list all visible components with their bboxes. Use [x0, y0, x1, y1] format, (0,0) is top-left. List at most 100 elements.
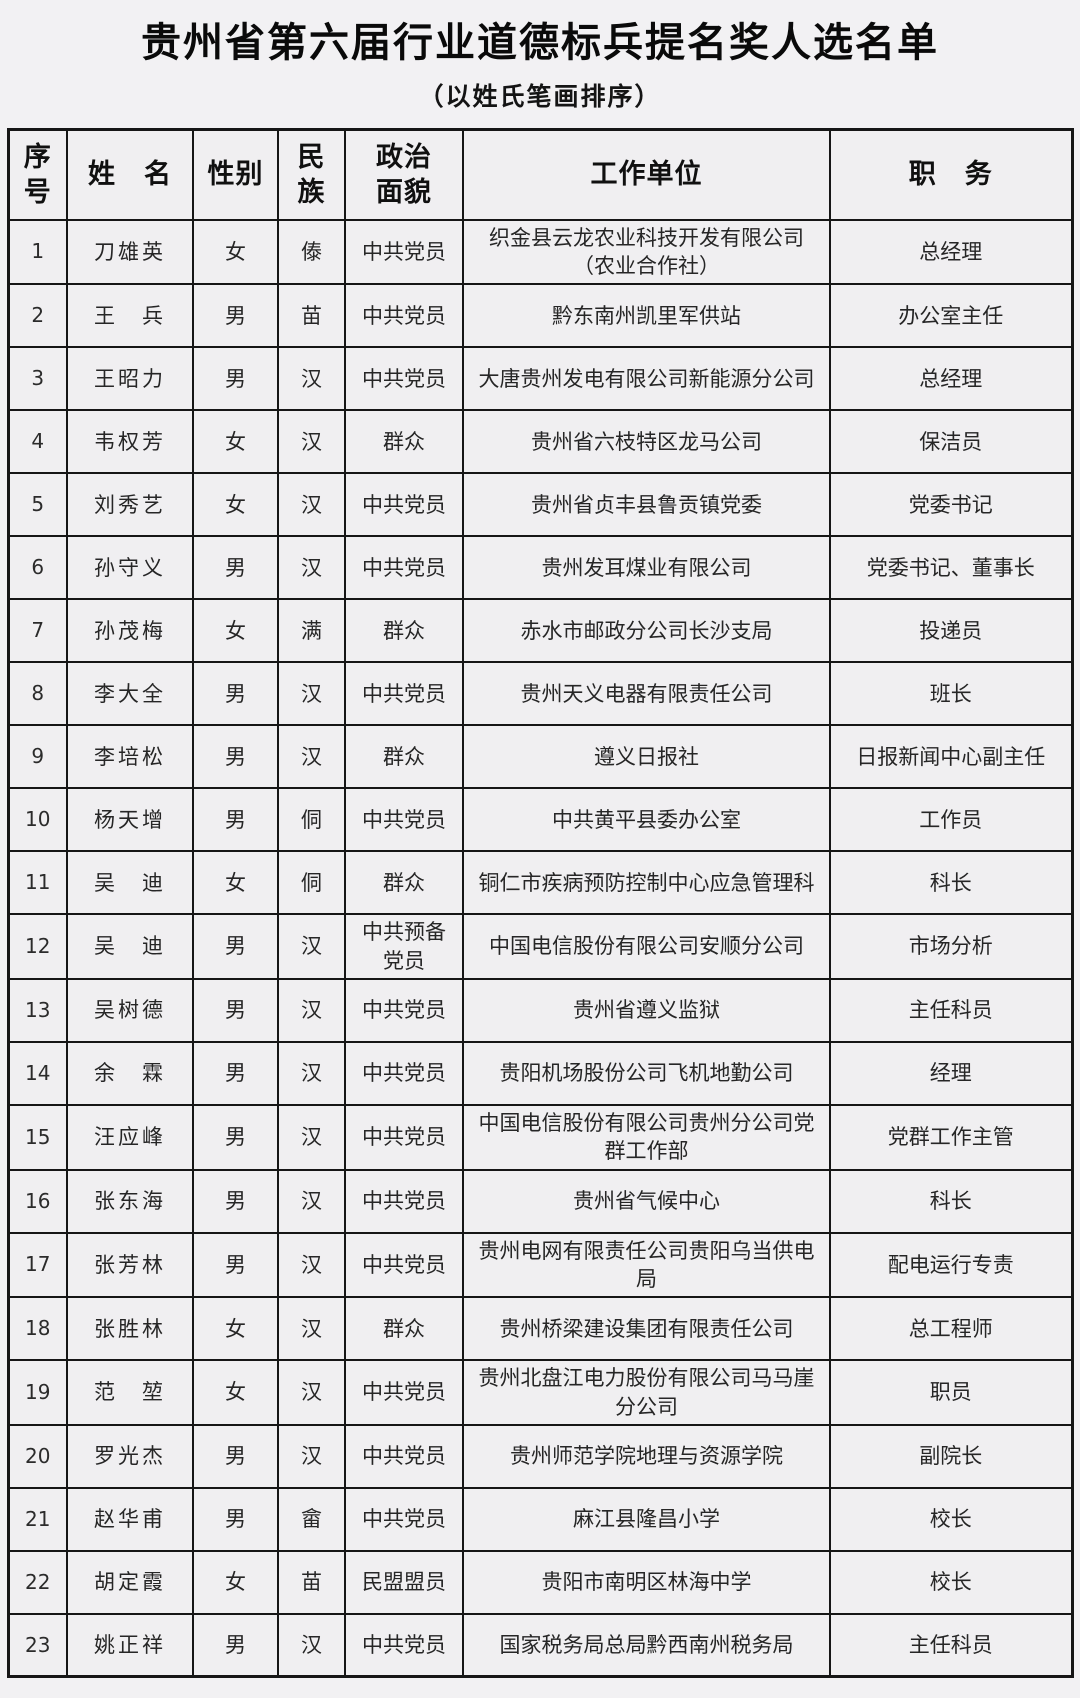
cell-position: 经理 [829, 1040, 1073, 1106]
table-row: 13 吴树德 男 汉 中共党员 贵州省遵义监狱 主任科员 [7, 977, 1073, 1043]
cell-name: 孙守义 [66, 535, 194, 601]
cell-position: 配电运行专责 [829, 1231, 1073, 1299]
table-row: 19 范 堃 女 汉 中共党员 贵州北盘江电力股份有限公司马马崖分公司 职员 [7, 1359, 1073, 1426]
cell-work-unit: 中国电信股份有限公司贵州分公司党群工作部 [462, 1103, 831, 1171]
table-row: 7 孙茂梅 女 满 群众 赤水市邮政分公司长沙支局 投递员 [7, 598, 1073, 664]
table-row: 2 王 兵 男 苗 中共党员 黔东南州凯里军供站 办公室主任 [7, 283, 1073, 349]
cell-work-unit: 贵州天义电器有限责任公司 [462, 661, 831, 727]
cell-serial-number: 13 [7, 977, 68, 1043]
cell-political-status: 群众 [344, 1296, 464, 1362]
cell-name: 范 堃 [66, 1359, 194, 1426]
cell-position: 科长 [829, 850, 1073, 916]
cell-ethnicity: 汉 [277, 913, 346, 980]
cell-position: 副院长 [829, 1423, 1073, 1489]
cell-name: 汪应峰 [66, 1103, 194, 1171]
cell-name: 李大全 [66, 661, 194, 727]
cell-political-status: 中共党员 [344, 1423, 464, 1489]
cell-position: 日报新闻中心副主任 [829, 724, 1073, 790]
cell-serial-number: 9 [7, 724, 68, 790]
cell-gender: 女 [192, 1359, 279, 1426]
cell-political-status: 群众 [344, 409, 464, 475]
table-row: 4 韦权芳 女 汉 群众 贵州省六枝特区龙马公司 保洁员 [7, 409, 1073, 475]
table-row: 6 孙守义 男 汉 中共党员 贵州发耳煤业有限公司 党委书记、董事长 [7, 535, 1073, 601]
cell-serial-number: 7 [7, 598, 68, 664]
cell-gender: 女 [192, 472, 279, 538]
cell-name: 余 霖 [66, 1040, 194, 1106]
cell-serial-number: 10 [7, 787, 68, 853]
cell-serial-number: 15 [7, 1103, 68, 1171]
cell-gender: 男 [192, 1612, 279, 1678]
cell-political-status: 中共党员 [344, 787, 464, 853]
table-row: 15 汪应峰 男 汉 中共党员 中国电信股份有限公司贵州分公司党群工作部 党群工… [7, 1103, 1073, 1171]
cell-name: 李培松 [66, 724, 194, 790]
cell-serial-number: 1 [7, 218, 68, 286]
column-header: 民 族 [277, 128, 346, 221]
cell-serial-number: 19 [7, 1359, 68, 1426]
cell-ethnicity: 侗 [277, 787, 346, 853]
cell-position: 总经理 [829, 346, 1073, 412]
page-subtitle: （以姓氏笔画排序） [418, 82, 662, 111]
cell-political-status: 群众 [344, 850, 464, 916]
cell-ethnicity: 畲 [277, 1486, 346, 1552]
cell-serial-number: 17 [7, 1231, 68, 1299]
cell-political-status: 中共党员 [344, 1359, 464, 1426]
cell-ethnicity: 汉 [277, 1423, 346, 1489]
cell-political-status: 中共预备党员 [344, 913, 464, 980]
cell-work-unit: 赤水市邮政分公司长沙支局 [462, 598, 831, 664]
cell-name: 胡定霞 [66, 1549, 194, 1615]
table-row: 21 赵华甫 男 畲 中共党员 麻江县隆昌小学 校长 [7, 1486, 1073, 1552]
cell-name: 吴 迪 [66, 850, 194, 916]
cell-political-status: 中共党员 [344, 218, 464, 286]
cell-position: 党委书记、董事长 [829, 535, 1073, 601]
cell-serial-number: 6 [7, 535, 68, 601]
cell-gender: 男 [192, 661, 279, 727]
column-header: 职 务 [829, 128, 1073, 221]
cell-ethnicity: 侗 [277, 850, 346, 916]
table-row: 20 罗光杰 男 汉 中共党员 贵州师范学院地理与资源学院 副院长 [7, 1423, 1073, 1489]
cell-position: 投递员 [829, 598, 1073, 664]
cell-political-status: 中共党员 [344, 1486, 464, 1552]
cell-political-status: 中共党员 [344, 346, 464, 412]
cell-ethnicity: 汉 [277, 346, 346, 412]
cell-name: 孙茂梅 [66, 598, 194, 664]
cell-political-status: 中共党员 [344, 535, 464, 601]
cell-gender: 女 [192, 218, 279, 286]
cell-gender: 男 [192, 1168, 279, 1234]
cell-serial-number: 20 [7, 1423, 68, 1489]
cell-political-status: 民盟盟员 [344, 1549, 464, 1615]
cell-political-status: 群众 [344, 598, 464, 664]
cell-ethnicity: 苗 [277, 1549, 346, 1615]
table-row: 1 刀雄英 女 傣 中共党员 织金县云龙农业科技开发有限公司（农业合作社） 总经… [7, 218, 1073, 286]
page-title: 贵州省第六届行业道德标兵提名奖人选名单 [141, 20, 939, 66]
cell-ethnicity: 汉 [277, 977, 346, 1043]
cell-gender: 男 [192, 724, 279, 790]
cell-work-unit: 遵义日报社 [462, 724, 831, 790]
cell-serial-number: 23 [7, 1612, 68, 1678]
table-header-row: 序 号姓 名性别民 族政治 面貌 工作单位职 务 [7, 128, 1073, 221]
table-row: 11 吴 迪 女 侗 群众 铜仁市疾病预防控制中心应急管理科 科长 [7, 850, 1073, 916]
cell-serial-number: 5 [7, 472, 68, 538]
cell-work-unit: 黔东南州凯里军供站 [462, 283, 831, 349]
cell-name: 刀雄英 [66, 218, 194, 286]
cell-work-unit: 中共黄平县委办公室 [462, 787, 831, 853]
table-row: 16 张东海 男 汉 中共党员 贵州省气候中心 科长 [7, 1168, 1073, 1234]
cell-ethnicity: 汉 [277, 472, 346, 538]
cell-gender: 男 [192, 787, 279, 853]
cell-ethnicity: 汉 [277, 1103, 346, 1171]
cell-ethnicity: 苗 [277, 283, 346, 349]
table-row: 22 胡定霞 女 苗 民盟盟员 贵阳市南明区林海中学 校长 [7, 1549, 1073, 1615]
table-row: 8 李大全 男 汉 中共党员 贵州天义电器有限责任公司 班长 [7, 661, 1073, 727]
column-header: 性别 [192, 128, 279, 221]
cell-ethnicity: 汉 [277, 1040, 346, 1106]
cell-position: 总经理 [829, 218, 1073, 286]
cell-political-status: 中共党员 [344, 1168, 464, 1234]
cell-gender: 男 [192, 1486, 279, 1552]
cell-ethnicity: 汉 [277, 1168, 346, 1234]
cell-ethnicity: 满 [277, 598, 346, 664]
cell-name: 张东海 [66, 1168, 194, 1234]
cell-gender: 男 [192, 283, 279, 349]
cell-gender: 女 [192, 409, 279, 475]
cell-position: 校长 [829, 1486, 1073, 1552]
cell-serial-number: 16 [7, 1168, 68, 1234]
cell-position: 工作员 [829, 787, 1073, 853]
